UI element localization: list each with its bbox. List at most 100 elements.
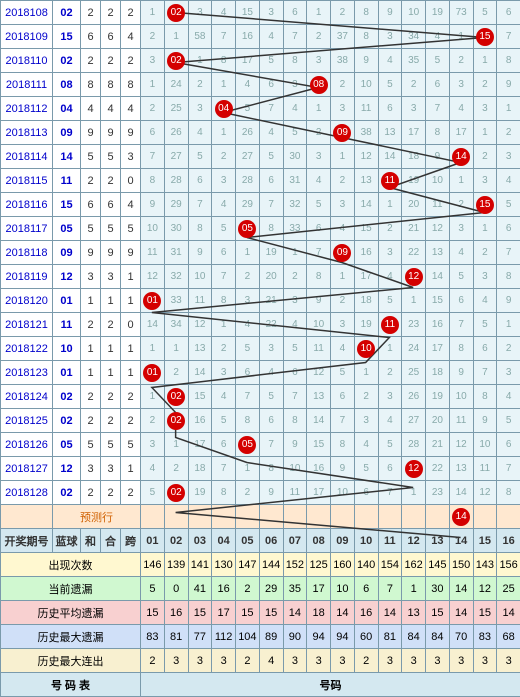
- kua-cell: 2: [121, 1, 141, 25]
- he-cell: 1: [81, 289, 101, 313]
- trend-cell: 19: [354, 313, 378, 337]
- trend-cell: 2: [307, 25, 331, 49]
- trend-cell: 1: [449, 169, 473, 193]
- trend-cell: 21: [259, 289, 283, 313]
- trend-cell: 12: [188, 313, 212, 337]
- trend-cell: 7: [307, 241, 331, 265]
- trend-cell: 5: [283, 337, 307, 361]
- trend-cell: 2: [378, 217, 402, 241]
- hit-ball: 09: [333, 124, 351, 142]
- data-row: 20181151122082863286314213111910134: [1, 169, 520, 193]
- stat-cell: 16: [354, 601, 378, 625]
- trend-cell: 15: [236, 1, 260, 25]
- hdr-num: 10: [354, 529, 378, 553]
- trend-cell: 18: [188, 457, 212, 481]
- trend-cell: 32: [283, 193, 307, 217]
- he-cell: 1: [81, 337, 101, 361]
- trend-cell: 2: [497, 337, 520, 361]
- trend-cell: 8: [354, 25, 378, 49]
- trend-cell: 11: [378, 169, 402, 193]
- trend-cell: 15: [188, 385, 212, 409]
- trend-cell: 10: [283, 457, 307, 481]
- kua-cell: 1: [121, 337, 141, 361]
- trend-cell: 10: [449, 385, 473, 409]
- stat-cell: 15: [188, 601, 212, 625]
- data-row: 20181161566492974297325314120112155: [1, 193, 520, 217]
- header-row: 开奖期号蓝球和合跨0102030405060708091011121314151…: [1, 529, 520, 553]
- trend-cell: 4: [426, 25, 450, 49]
- trend-cell: 7: [212, 25, 236, 49]
- trend-cell: 33: [283, 217, 307, 241]
- trend-cell: 25: [164, 97, 188, 121]
- kua-cell: 0: [121, 169, 141, 193]
- trend-cell: 3: [473, 169, 497, 193]
- stat-cell: 25: [497, 577, 520, 601]
- footer-left: 号 码 表: [1, 673, 141, 697]
- he-cell: 1: [81, 361, 101, 385]
- hit-ball: 12: [405, 460, 423, 478]
- period-cell: 2018127: [1, 457, 53, 481]
- trend-cell: 5: [426, 49, 450, 73]
- he2-cell: 2: [101, 313, 121, 337]
- trend-cell: 05: [236, 433, 260, 457]
- data-row: 20181170555510308505833641522112316: [1, 217, 520, 241]
- hit-ball: 10: [357, 340, 375, 358]
- blue-ball-cell: 01: [53, 361, 81, 385]
- stat-label: 当前遗漏: [1, 577, 141, 601]
- trend-cell: 4: [212, 1, 236, 25]
- trend-cell: 4: [236, 73, 260, 97]
- trend-cell: 38: [354, 121, 378, 145]
- trend-cell: 16: [236, 25, 260, 49]
- trend-cell: 6: [378, 97, 402, 121]
- trend-cell: 13: [449, 457, 473, 481]
- trend-cell: 18: [426, 361, 450, 385]
- trend-cell: 4: [307, 169, 331, 193]
- blue-ball-cell: 02: [53, 481, 81, 505]
- pred-period: [1, 505, 53, 529]
- he-cell: 9: [81, 121, 101, 145]
- trend-cell: 17: [426, 337, 450, 361]
- stat-cell: 3: [449, 649, 473, 673]
- he2-cell: 3: [101, 457, 121, 481]
- hdr-num: 09: [331, 529, 355, 553]
- stat-row: 历史最大遗漏8381771121048990949460818484708368: [1, 625, 520, 649]
- trend-cell: 1: [378, 337, 402, 361]
- period-cell: 2018114: [1, 145, 53, 169]
- period-cell: 2018128: [1, 481, 53, 505]
- trend-cell: 2: [188, 73, 212, 97]
- stat-cell: 139: [164, 553, 188, 577]
- stat-cell: 125: [307, 553, 331, 577]
- kua-cell: 9: [121, 121, 141, 145]
- stat-cell: 2: [236, 649, 260, 673]
- trend-cell: 17: [354, 265, 378, 289]
- trend-cell: 3: [259, 337, 283, 361]
- stat-cell: 5: [141, 577, 165, 601]
- trend-cell: 1: [307, 1, 331, 25]
- stat-label: 历史最大遗漏: [1, 625, 141, 649]
- footer-right: 号码: [141, 673, 520, 697]
- period-cell: 2018119: [1, 265, 53, 289]
- data-row: 201812802222502198291117106712314128: [1, 481, 520, 505]
- he2-cell: 5: [101, 433, 121, 457]
- trend-cell: 10: [402, 1, 426, 25]
- trend-cell: 7: [141, 145, 165, 169]
- trend-cell: 3: [307, 145, 331, 169]
- trend-cell: 7: [212, 457, 236, 481]
- trend-cell: 28: [236, 169, 260, 193]
- stat-cell: 15: [236, 601, 260, 625]
- trend-cell: 1: [331, 145, 355, 169]
- trend-cell: 2: [164, 457, 188, 481]
- trend-cell: 19: [426, 1, 450, 25]
- kua-cell: 2: [121, 385, 141, 409]
- trend-cell: 2: [141, 409, 165, 433]
- trend-cell: 5: [307, 193, 331, 217]
- he2-cell: 2: [101, 1, 121, 25]
- kua-cell: 5: [121, 433, 141, 457]
- trend-cell: 02: [164, 1, 188, 25]
- trend-cell: 7: [473, 361, 497, 385]
- he2-cell: 8: [101, 73, 121, 97]
- trend-cell: 8: [212, 481, 236, 505]
- trend-cell: 17: [402, 121, 426, 145]
- stat-cell: 13: [402, 601, 426, 625]
- trend-cell: 1: [141, 73, 165, 97]
